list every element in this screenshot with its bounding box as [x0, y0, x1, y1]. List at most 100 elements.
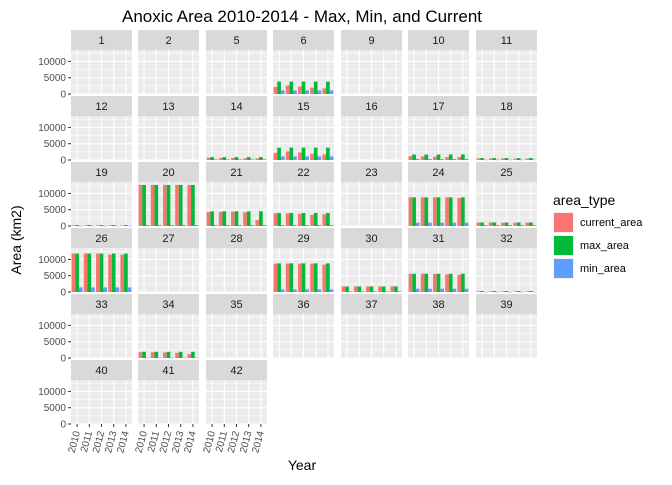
facet-strip: [408, 294, 469, 314]
facet-strip-label: 26: [95, 233, 107, 245]
bar-current_area: [525, 291, 530, 292]
facet-strip: [206, 360, 267, 380]
facet-strip-label: 18: [500, 101, 512, 113]
bar-current_area: [206, 157, 211, 160]
bar-max_area: [461, 154, 465, 160]
facet-panel-22: 22: [273, 162, 334, 227]
facet-strip: [71, 162, 132, 182]
bar-min_area: [452, 222, 457, 226]
facet-strip-label: 10: [432, 35, 444, 47]
bar-current_area: [71, 225, 76, 226]
bar-current_area: [83, 253, 88, 292]
y-tick-label: 0: [60, 90, 66, 101]
facet-strip: [341, 162, 402, 182]
facet-strip-label: 2: [165, 35, 171, 47]
bar-max_area: [313, 212, 318, 226]
facet-strip: [206, 228, 267, 248]
facet-strip-label: 20: [162, 167, 174, 179]
bar-current_area: [273, 152, 278, 160]
bar-max_area: [178, 351, 183, 358]
y-tick-label: 10000: [38, 255, 66, 266]
bar-min_area: [483, 225, 488, 226]
bar-min_area: [397, 291, 402, 292]
bar-current_area: [243, 158, 247, 160]
facet-panel-12: 12: [71, 96, 132, 161]
facet-panel-15: 15: [273, 96, 334, 161]
facet-strip: [408, 30, 469, 50]
bar-min_area: [238, 159, 242, 160]
y-tick-label: 5000: [44, 337, 67, 348]
bar-max_area: [412, 197, 416, 226]
bar-min_area: [373, 291, 377, 292]
bar-min_area: [145, 357, 150, 359]
x-tick-label: 2011: [79, 430, 95, 454]
bar-max_area: [289, 81, 294, 94]
facet-strip: [206, 294, 267, 314]
bar-min_area: [496, 159, 500, 161]
bar-max_area: [381, 286, 386, 292]
bar-max_area: [277, 263, 281, 292]
bar-max_area: [246, 211, 251, 226]
bar-max_area: [111, 225, 116, 226]
bar-current_area: [476, 158, 481, 160]
bar-max_area: [516, 222, 521, 226]
bar-current_area: [420, 197, 425, 226]
facet-strip-label: 37: [365, 299, 377, 311]
legend: area_type current_area max_area min_area: [553, 192, 643, 279]
facet-strip-label: 42: [230, 365, 242, 377]
facet-strip-label: 32: [500, 233, 512, 245]
bar-current_area: [298, 86, 302, 94]
bar-min_area: [305, 156, 309, 160]
facet-strip-label: 41: [162, 365, 174, 377]
bar-min_area: [464, 288, 469, 292]
bar-current_area: [488, 291, 493, 292]
facet-panel-27: 27: [138, 228, 199, 293]
facet-panel-10: 10: [408, 30, 469, 95]
facet-strip-label: 33: [95, 299, 107, 311]
facet-strip-label: 25: [500, 167, 512, 179]
bar-current_area: [285, 85, 290, 94]
facet-panel-41: 41: [138, 360, 199, 425]
bar-max_area: [99, 225, 104, 226]
bar-max_area: [448, 154, 453, 160]
bar-current_area: [96, 253, 100, 292]
bar-current_area: [445, 274, 449, 292]
x-tick-label: 2011: [214, 430, 230, 454]
bar-min_area: [293, 90, 297, 94]
bar-current_area: [525, 158, 530, 160]
bar-current_area: [408, 197, 413, 226]
bar-min_area: [280, 156, 285, 160]
facet-strip: [71, 360, 132, 380]
bar-max_area: [480, 291, 484, 292]
bar-max_area: [326, 147, 330, 160]
facet-panel-24: 24: [408, 162, 469, 227]
bar-max_area: [345, 286, 349, 292]
bar-min_area: [348, 291, 353, 292]
bar-current_area: [488, 222, 493, 226]
bar-min_area: [194, 357, 199, 359]
bar-min_area: [532, 159, 537, 161]
bar-current_area: [341, 286, 346, 292]
facet-panel-1: 1: [71, 30, 132, 95]
bar-current_area: [187, 184, 192, 226]
bar-min_area: [103, 287, 107, 292]
bar-max_area: [154, 184, 159, 226]
bar-min_area: [280, 90, 285, 94]
bar-min_area: [483, 291, 488, 293]
bar-current_area: [175, 352, 179, 358]
y-tick-label: 0: [60, 222, 66, 233]
bar-current_area: [255, 220, 260, 226]
bar-min_area: [508, 225, 512, 226]
legend-label-max_area: max_area: [580, 240, 630, 252]
bar-current_area: [298, 263, 302, 292]
bar-current_area: [298, 213, 302, 226]
facet-strip: [273, 294, 334, 314]
x-axis-label: Year: [288, 457, 317, 473]
bar-min_area: [293, 225, 297, 226]
bar-current_area: [433, 156, 437, 160]
bar-current_area: [218, 158, 223, 160]
bar-max_area: [516, 291, 521, 292]
x-tick-label: 2011: [146, 430, 162, 454]
